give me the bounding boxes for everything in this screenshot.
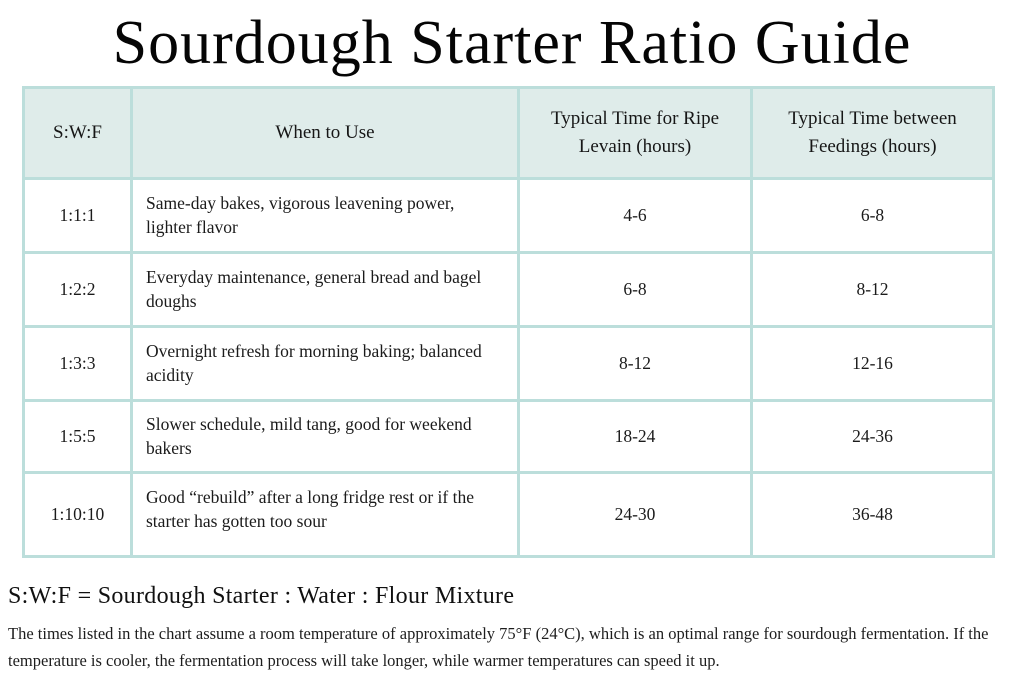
feeding-time-cell: 12-16 bbox=[753, 328, 992, 400]
legend-heading: S:W:F = Sourdough Starter : Water : Flou… bbox=[8, 583, 515, 610]
ratio-table: S:W:F When to Use Typical Time for Ripe … bbox=[22, 86, 995, 559]
ratio-cell: 1:1:1 bbox=[25, 180, 130, 252]
use-cell: Everyday maintenance, general bread and … bbox=[133, 254, 517, 326]
feeding-time-cell: 6-8 bbox=[753, 180, 992, 252]
levain-time-cell: 18-24 bbox=[520, 402, 750, 472]
use-cell: Overnight refresh for morning baking; ba… bbox=[133, 328, 517, 400]
ratio-cell: 1:2:2 bbox=[25, 254, 130, 326]
use-cell: Good “rebuild” after a long fridge rest … bbox=[133, 474, 517, 556]
column-header-when-to-use: When to Use bbox=[133, 89, 517, 178]
column-header-swf: S:W:F bbox=[25, 89, 130, 178]
levain-time-cell: 4-6 bbox=[520, 180, 750, 252]
feeding-time-cell: 8-12 bbox=[753, 254, 992, 326]
ratio-cell: 1:5:5 bbox=[25, 402, 130, 472]
levain-time-cell: 8-12 bbox=[520, 328, 750, 400]
page-title: Sourdough Starter Ratio Guide bbox=[112, 9, 912, 77]
footnote-text: The times listed in the chart assume a r… bbox=[8, 624, 989, 670]
ratio-cell: 1:3:3 bbox=[25, 328, 130, 400]
column-header-feeding-interval: Typical Time between Feedings (hours) bbox=[753, 89, 992, 178]
levain-time-cell: 24-30 bbox=[520, 474, 750, 556]
use-cell: Same-day bakes, vigorous leavening power… bbox=[133, 180, 517, 252]
column-header-ripe-levain-time: Typical Time for Ripe Levain (hours) bbox=[520, 89, 750, 178]
levain-time-cell: 6-8 bbox=[520, 254, 750, 326]
ratio-cell: 1:10:10 bbox=[25, 474, 130, 556]
feeding-time-cell: 24-36 bbox=[753, 402, 992, 472]
feeding-time-cell: 36-48 bbox=[753, 474, 992, 556]
use-cell: Slower schedule, mild tang, good for wee… bbox=[133, 402, 517, 472]
